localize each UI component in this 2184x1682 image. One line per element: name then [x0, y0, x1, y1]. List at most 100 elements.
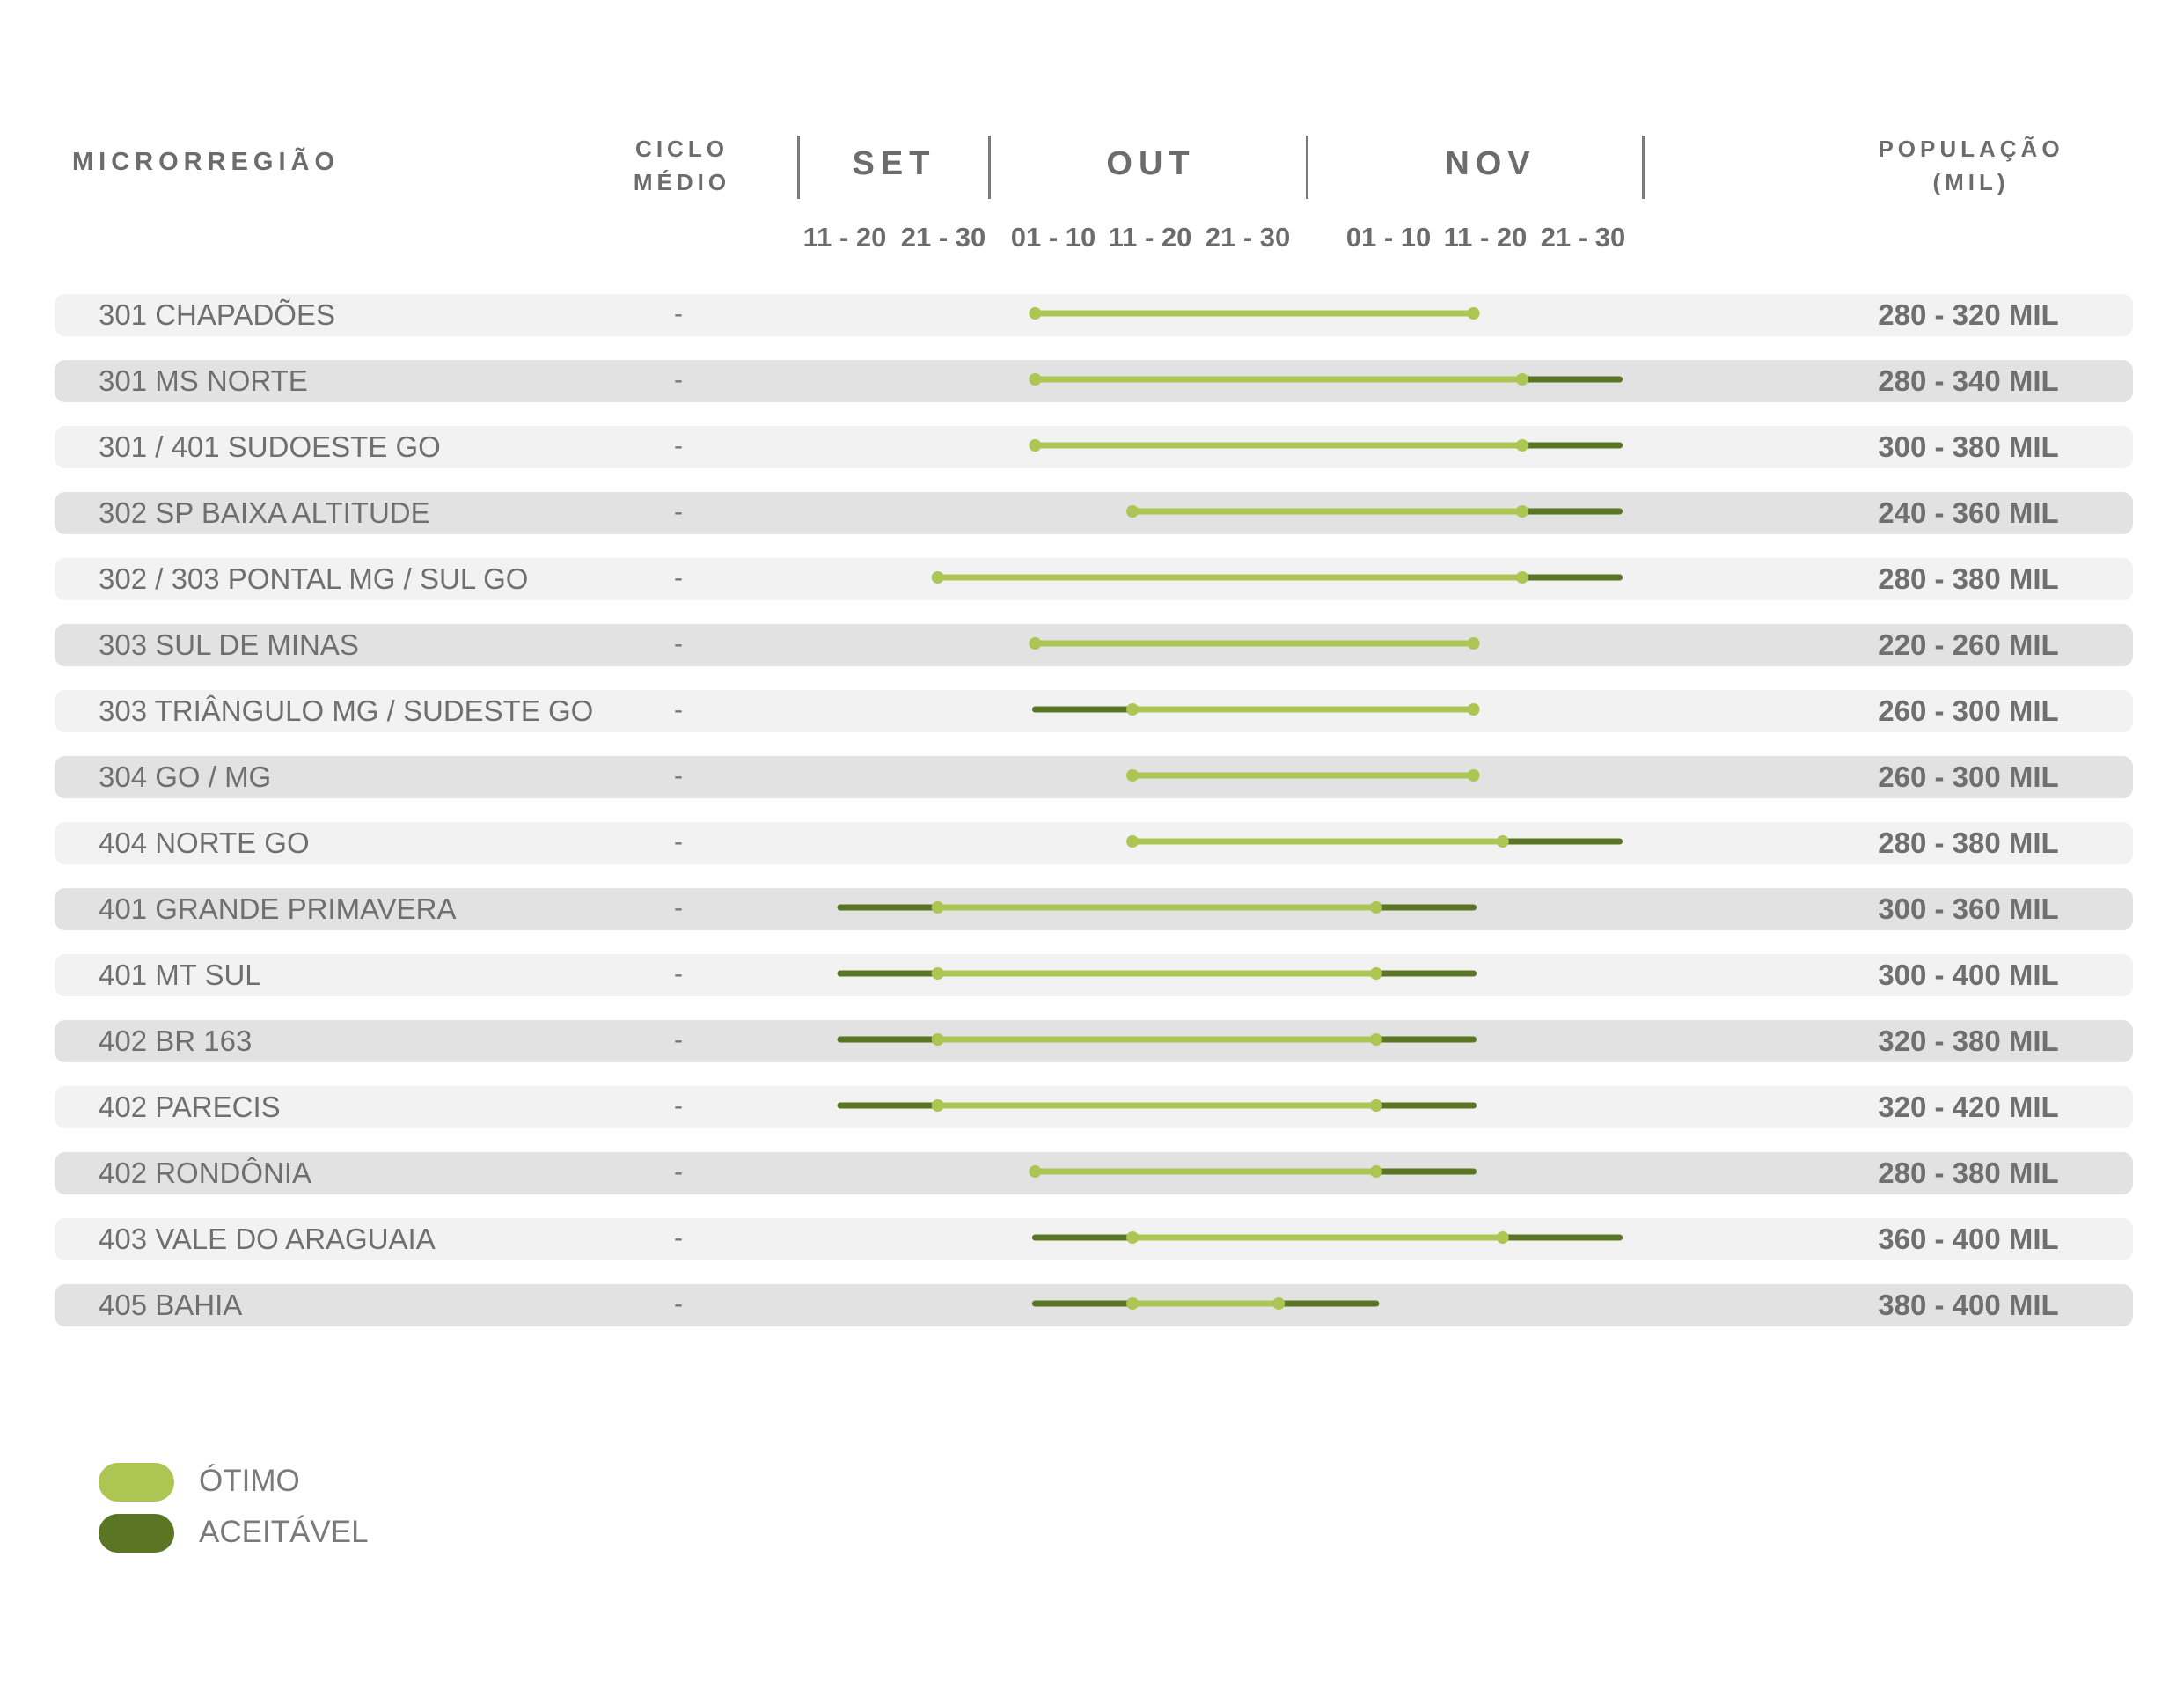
month-separator [1306, 136, 1308, 199]
bar-otimo-end-dot [1369, 1165, 1382, 1178]
table-row: 404 NORTE GO - 280 - 380 MIL [55, 822, 2133, 864]
bar-otimo-start-dot [1126, 835, 1140, 848]
bar-otimo-end-dot [1272, 1297, 1286, 1310]
row-ciclo-value: - [674, 1025, 683, 1054]
bar-otimo-start-dot [931, 1099, 944, 1112]
row-region-name: 301 / 401 SUDOESTE GO [99, 430, 441, 463]
row-population: 300 - 400 MIL [1878, 959, 2059, 991]
row-region-name: 403 VALE DO ARAGUAIA [99, 1223, 436, 1255]
month-separator [988, 136, 991, 199]
row-population: 280 - 380 MIL [1878, 1157, 2059, 1189]
row-region-name: 401 GRANDE PRIMAVERA [99, 892, 457, 925]
row-region-name: 301 MS NORTE [99, 364, 308, 397]
bar-otimo-end-dot [1515, 505, 1528, 518]
header-population: POPULAÇÃO (MIL) [1878, 136, 2064, 195]
row-ciclo-value: - [674, 365, 683, 394]
row-ciclo-value: - [674, 563, 683, 592]
bar-otimo-start-dot [931, 1033, 944, 1046]
bar-otimo-end-dot [1496, 835, 1509, 848]
row-ciclo-value: - [674, 959, 683, 988]
row-region-name: 402 PARECIS [99, 1091, 281, 1123]
month-nov: NOV [1445, 145, 1536, 182]
decendio-label: 11 - 20 [803, 222, 887, 253]
row-ciclo-value: - [674, 1223, 683, 1252]
bar-otimo-end-dot [1369, 1033, 1382, 1046]
decendio-label: 01 - 10 [1010, 222, 1096, 253]
row-population: 280 - 340 MIL [1878, 364, 2059, 397]
decendio-label: 01 - 10 [1345, 222, 1432, 253]
decendio-label: 21 - 30 [1205, 222, 1291, 253]
row-population: 380 - 400 MIL [1878, 1289, 2059, 1321]
legend-swatch-otimo [99, 1463, 174, 1502]
bar-otimo-end-dot [1369, 901, 1382, 914]
table-row: 403 VALE DO ARAGUAIA - 360 - 400 MIL [55, 1218, 2133, 1260]
row-region-name: 405 BAHIA [99, 1289, 243, 1321]
row-population: 300 - 380 MIL [1878, 430, 2059, 463]
bar-otimo-start-dot [931, 901, 944, 914]
row-population: 320 - 380 MIL [1878, 1025, 2059, 1057]
row-region-name: 401 MT SUL [99, 959, 261, 991]
row-ciclo-value: - [674, 893, 683, 922]
row-region-name: 302 / 303 PONTAL MG / SUL GO [99, 562, 529, 595]
row-ciclo-value: - [674, 497, 683, 526]
table-row: 303 TRIÂNGULO MG / SUDESTE GO - 260 - 300 … [55, 690, 2133, 732]
decendio-label: 21 - 30 [1540, 222, 1626, 253]
bar-otimo-start-dot [931, 967, 944, 980]
month-separator [1642, 136, 1645, 199]
bar-otimo-start-dot [931, 571, 944, 584]
row-population: 280 - 380 MIL [1878, 826, 2059, 859]
row-region-name: 301 CHAPADÕES [99, 298, 335, 331]
bar-otimo-end-dot [1467, 703, 1480, 716]
legend-label-aceitavel: ACEITÁVEL [199, 1515, 369, 1549]
table-row: 301 / 401 SUDOESTE GO - 300 - 380 MIL [55, 426, 2133, 468]
bar-otimo-end-dot [1369, 967, 1382, 980]
table-row: 304 GO / MG - 260 - 300 MIL [55, 756, 2133, 798]
row-region-name: 304 GO / MG [99, 760, 272, 793]
month-out: OUT [1106, 145, 1196, 182]
row-ciclo-value: - [674, 431, 683, 460]
bar-otimo-start-dot [1029, 307, 1042, 320]
bar-otimo-end-dot [1515, 571, 1528, 584]
decendio-label: 11 - 20 [1108, 222, 1192, 253]
decendio-label: 11 - 20 [1443, 222, 1528, 253]
row-region-name: 402 RONDÔNIA [99, 1157, 312, 1189]
bar-otimo-end-dot [1467, 769, 1480, 782]
bar-otimo-start-dot [1126, 505, 1140, 518]
table-row: 302 SP BAIXA ALTITUDE - 240 - 360 MIL [55, 492, 2133, 534]
row-region-name: 302 SP BAIXA ALTITUDE [99, 496, 430, 529]
row-population: 280 - 320 MIL [1878, 298, 2059, 331]
bar-otimo-end-dot [1369, 1099, 1382, 1112]
row-population: 280 - 380 MIL [1878, 562, 2059, 595]
row-region-name: 404 NORTE GO [99, 826, 310, 859]
row-region-name: 303 SUL DE MINAS [99, 628, 359, 661]
row-ciclo-value: - [674, 1289, 683, 1318]
row-population: 320 - 420 MIL [1878, 1091, 2059, 1123]
bar-otimo-end-dot [1515, 373, 1528, 386]
row-ciclo-value: - [674, 299, 683, 328]
bar-otimo-end-dot [1467, 637, 1480, 650]
bar-otimo-start-dot [1029, 1165, 1042, 1178]
legend-label-otimo: ÓTIMO [199, 1464, 300, 1498]
month-separator [797, 136, 800, 199]
bar-otimo-start-dot [1126, 1297, 1140, 1310]
bar-otimo-start-dot [1126, 703, 1140, 716]
row-region-name: 303 TRIÂNGULO MG / SUDESTE GO [99, 694, 594, 727]
row-population: 300 - 360 MIL [1878, 892, 2059, 925]
legend-swatch-aceitavel [99, 1514, 174, 1553]
bar-otimo-end-dot [1515, 439, 1528, 452]
row-population: 240 - 360 MIL [1878, 496, 2059, 529]
row-ciclo-value: - [674, 1157, 683, 1186]
bar-otimo-end-dot [1496, 1231, 1509, 1244]
header-region: MICRORREGIÃO [72, 148, 340, 176]
bar-otimo-start-dot [1126, 769, 1140, 782]
row-ciclo-value: - [674, 629, 683, 658]
month-set: SET [852, 145, 936, 182]
bar-otimo-start-dot [1029, 637, 1042, 650]
bar-otimo-end-dot [1467, 307, 1480, 320]
row-ciclo-value: - [674, 1091, 683, 1120]
row-region-name: 402 BR 163 [99, 1025, 253, 1057]
decendio-label: 21 - 30 [900, 222, 986, 253]
row-ciclo-value: - [674, 827, 683, 856]
bar-otimo-start-dot [1029, 373, 1042, 386]
